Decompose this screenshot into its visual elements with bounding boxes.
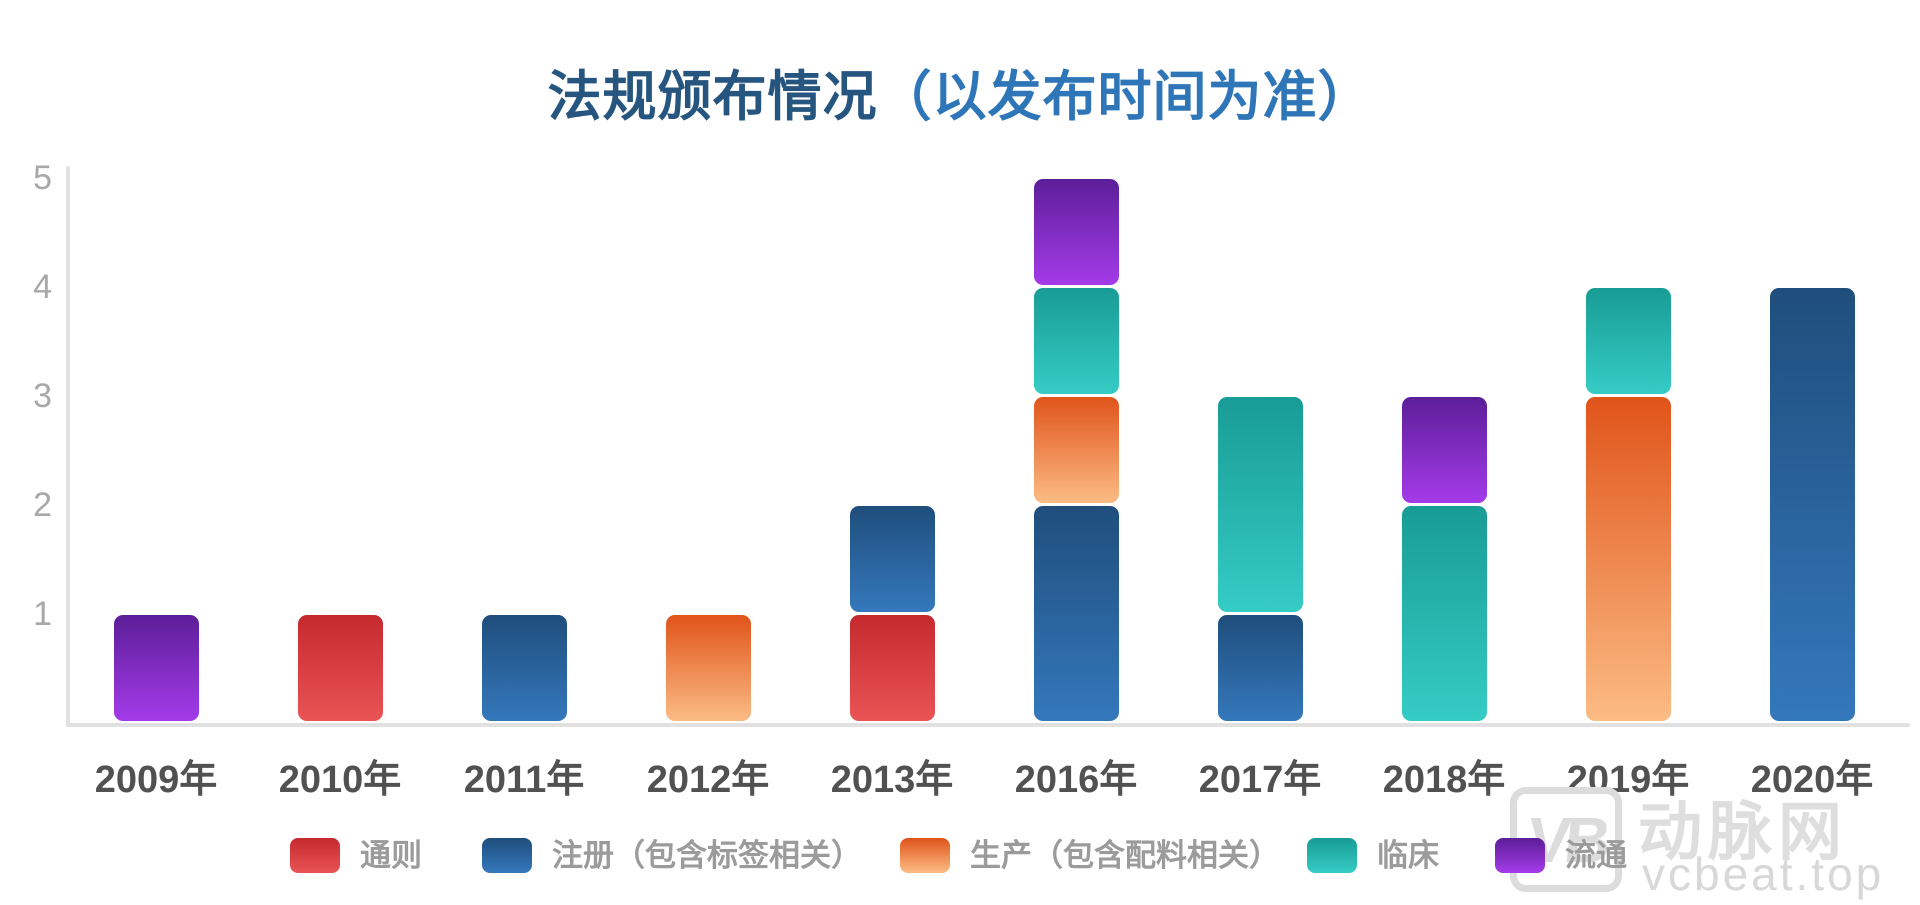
bar-segment-2011年-注册（包含标签相关） (481, 615, 567, 721)
chart-title-main: 法规颁布情况 (547, 67, 878, 127)
x-label-2012年: 2012年 (646, 759, 770, 801)
bar-segment-2019年-临床 (1585, 288, 1671, 394)
legend-swatch-注册（包含标签相关） (482, 838, 532, 873)
legend-swatch-通则 (290, 838, 340, 873)
x-label-2020年: 2020年 (1750, 759, 1874, 801)
legend-label-流通: 流通 (1565, 838, 1627, 873)
bar-segment-2018年-流通 (1401, 397, 1487, 503)
legend-swatch-流通 (1495, 838, 1545, 873)
legend-label-生产（包含配料相关）: 生产（包含配料相关） (970, 838, 1280, 873)
x-label-2013年: 2013年 (830, 759, 954, 801)
x-label-2019年: 2019年 (1566, 759, 1690, 801)
x-label-2016年: 2016年 (1014, 759, 1138, 801)
x-label-2011年: 2011年 (463, 759, 585, 801)
watermark: VB 动脉网 vcbeat.top (1510, 785, 1910, 905)
bar-segment-2013年-通则 (849, 615, 935, 721)
legend-label-注册（包含标签相关）: 注册（包含标签相关） (552, 838, 862, 873)
legend-label-通则: 通则 (360, 838, 422, 873)
x-axis-line (66, 723, 1910, 727)
legend-swatch-临床 (1307, 838, 1357, 873)
legend-swatch-生产（包含配料相关） (900, 838, 950, 873)
y-tick-2: 2 (33, 486, 52, 524)
y-tick-5: 5 (33, 159, 52, 197)
chart-title: 法规颁布情况（以发布时间为准） (0, 52, 1920, 131)
bar-segment-2017年-注册（包含标签相关） (1217, 615, 1303, 721)
bar-segment-2020年-注册（包含标签相关） (1769, 288, 1855, 721)
bar-segment-2009年-流通 (113, 615, 199, 721)
bar-segment-2019年-生产（包含配料相关） (1585, 397, 1671, 721)
bar-segment-2016年-流通 (1033, 179, 1119, 285)
y-axis-line (66, 166, 70, 727)
x-label-2018年: 2018年 (1382, 759, 1506, 801)
bar-segment-2010年-通则 (297, 615, 383, 721)
bar-segment-2016年-生产（包含配料相关） (1033, 397, 1119, 503)
x-label-2017年: 2017年 (1198, 759, 1322, 801)
y-tick-3: 3 (33, 377, 52, 415)
x-label-2010年: 2010年 (278, 759, 402, 801)
bar-segment-2017年-临床 (1217, 397, 1303, 612)
y-tick-1: 1 (33, 595, 52, 633)
bar-segment-2012年-生产（包含配料相关） (665, 615, 751, 721)
y-tick-4: 4 (33, 268, 52, 306)
legend-label-临床: 临床 (1377, 838, 1439, 873)
bar-segment-2016年-临床 (1033, 288, 1119, 394)
bar-segment-2016年-注册（包含标签相关） (1033, 506, 1119, 721)
watermark-brand-name: 动脉网 (1638, 796, 1848, 868)
bar-segment-2013年-注册（包含标签相关） (849, 506, 935, 612)
bar-segment-2018年-临床 (1401, 506, 1487, 721)
chart-title-paren: （以发布时间为准） (877, 67, 1373, 127)
x-label-2009年: 2009年 (94, 759, 218, 801)
watermark-url: vcbeat.top (1642, 848, 1885, 900)
